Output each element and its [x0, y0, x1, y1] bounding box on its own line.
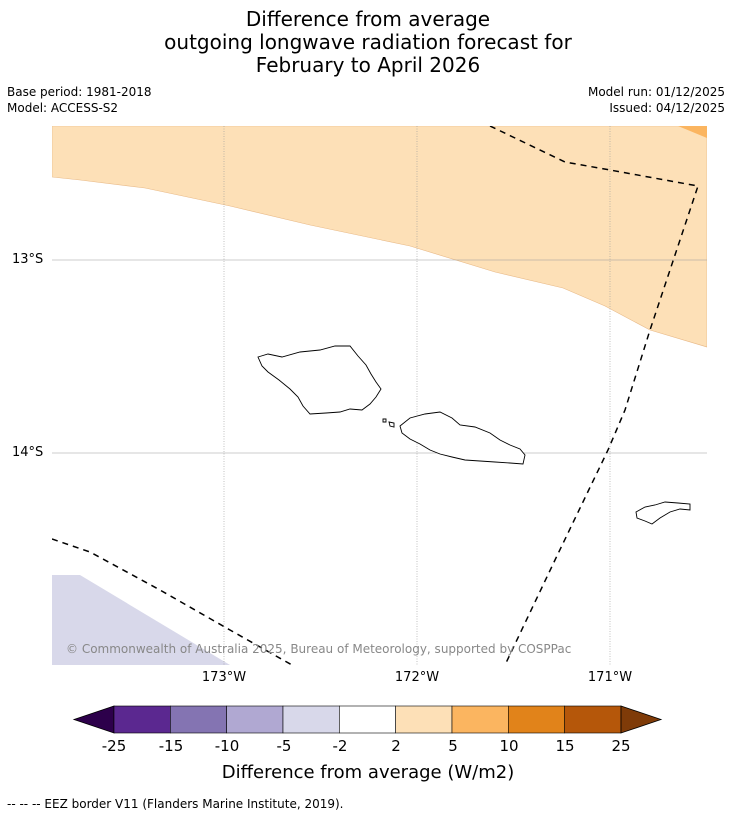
issued-text: Issued: 04/12/2025: [609, 101, 725, 115]
colorbar-segment: [395, 705, 453, 734]
chart-title: Difference from average outgoing longwav…: [0, 8, 736, 77]
colorbar-tick: -25: [101, 737, 127, 755]
colorbar-tick: 15: [555, 737, 575, 755]
model-run-text: Model run: 01/12/2025: [587, 85, 725, 99]
title-line-2: outgoing longwave radiation forecast for: [164, 30, 572, 54]
coastlines: [257, 345, 691, 525]
colorbar-tick: 5: [448, 737, 458, 755]
anomaly-region-2-to-5: [52, 126, 707, 348]
title-line-3: February to April 2026: [255, 53, 481, 77]
colorbar-tick: -15: [158, 737, 184, 755]
map-area: [52, 126, 707, 665]
lat-label-13s: 13°S: [12, 252, 44, 267]
lon-label-171w: 171°W: [587, 670, 633, 685]
anomaly-region-neg5-to-neg2: [52, 575, 230, 665]
island-tutuila: [635, 501, 691, 525]
eez-borders: [52, 126, 699, 665]
colorbar-segment: [170, 705, 227, 734]
island-apolima: [388, 421, 395, 428]
anomaly-region-5-to-10: [678, 126, 707, 138]
lat-label-14s: 14°S: [12, 445, 44, 460]
base-period-text: Base period: 1981-2018: [7, 85, 152, 99]
colorbar-title: Difference from average (W/m2): [221, 762, 515, 783]
colorbar-segment: [282, 705, 340, 734]
graticule: [52, 126, 707, 665]
lon-label-172w: 172°W: [394, 670, 440, 685]
colorbar-segment: [113, 705, 171, 734]
colorbar: [72, 705, 663, 734]
colorbar-segment: [339, 705, 396, 734]
colorbar-over-arrow: [620, 705, 663, 734]
meta-right: Model run: 01/12/2025 Issued: 04/12/2025: [588, 84, 725, 116]
model-text: Model: ACCESS-S2: [7, 101, 119, 115]
colorbar-tick: 25: [611, 737, 631, 755]
lon-label-173w: 173°W: [201, 670, 247, 685]
colorbar-segment: [508, 705, 565, 734]
colorbar-tick: -10: [214, 737, 240, 755]
island-manono: [382, 418, 387, 423]
colorbar-tick: -2: [332, 737, 348, 755]
eez-footnote: -- -- -- EEZ border V11 (Flanders Marine…: [7, 797, 344, 811]
title-line-1: Difference from average: [245, 7, 491, 31]
colorbar-tick: -5: [276, 737, 292, 755]
eez-border-southwest: [52, 538, 293, 665]
island-savaii: [257, 345, 382, 415]
colorbar-segment: [564, 705, 622, 734]
colorbar-tick: 10: [499, 737, 519, 755]
colorbar-segment: [226, 705, 284, 734]
meta-left: Base period: 1981-2018 Model: ACCESS-S2: [7, 84, 152, 116]
island-upolu: [399, 411, 526, 465]
copyright-credit: © Commonwealth of Australia 2025, Bureau…: [66, 642, 572, 656]
colorbar-under-arrow: [72, 705, 115, 734]
colorbar-segment: [451, 705, 509, 734]
colorbar-tick: 2: [391, 737, 401, 755]
